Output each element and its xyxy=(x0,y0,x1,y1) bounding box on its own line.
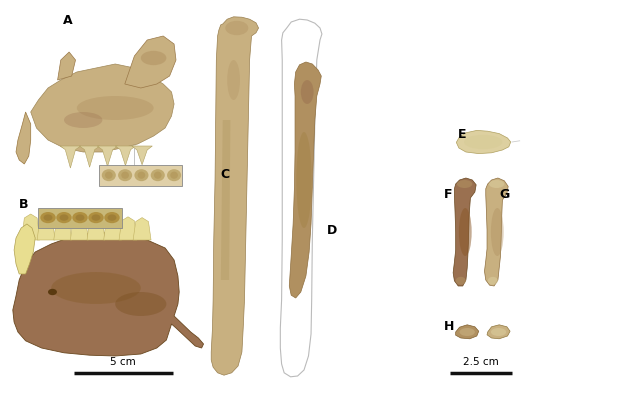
Polygon shape xyxy=(115,146,136,166)
Polygon shape xyxy=(70,216,88,240)
Polygon shape xyxy=(456,130,511,154)
Polygon shape xyxy=(31,64,174,152)
Text: B: B xyxy=(19,198,29,211)
Ellipse shape xyxy=(141,51,166,65)
Polygon shape xyxy=(221,120,230,280)
Ellipse shape xyxy=(77,96,154,120)
Polygon shape xyxy=(119,217,137,240)
Polygon shape xyxy=(13,232,204,356)
Ellipse shape xyxy=(40,212,56,223)
Polygon shape xyxy=(289,62,321,298)
Text: E: E xyxy=(458,128,466,141)
Ellipse shape xyxy=(460,328,475,336)
Polygon shape xyxy=(16,112,31,164)
Text: 2.5 cm: 2.5 cm xyxy=(463,357,499,367)
Ellipse shape xyxy=(72,212,88,223)
Text: 5 cm: 5 cm xyxy=(110,357,136,367)
Polygon shape xyxy=(60,146,81,168)
Polygon shape xyxy=(87,215,105,240)
Polygon shape xyxy=(97,146,118,166)
Polygon shape xyxy=(14,224,35,274)
Polygon shape xyxy=(37,216,55,240)
Ellipse shape xyxy=(170,172,178,179)
Polygon shape xyxy=(484,178,508,286)
Ellipse shape xyxy=(167,169,181,181)
Polygon shape xyxy=(104,216,122,240)
FancyBboxPatch shape xyxy=(99,165,182,186)
Polygon shape xyxy=(132,146,152,165)
FancyBboxPatch shape xyxy=(38,208,122,228)
Text: C: C xyxy=(221,168,230,181)
Ellipse shape xyxy=(105,172,113,179)
Ellipse shape xyxy=(488,277,498,285)
Ellipse shape xyxy=(296,132,312,228)
Text: G: G xyxy=(499,188,509,201)
Ellipse shape xyxy=(56,212,72,223)
Ellipse shape xyxy=(51,272,141,304)
Ellipse shape xyxy=(134,169,148,181)
Polygon shape xyxy=(133,218,151,240)
Ellipse shape xyxy=(225,21,248,35)
Text: F: F xyxy=(444,188,452,201)
Polygon shape xyxy=(54,217,72,240)
Polygon shape xyxy=(79,146,100,167)
Ellipse shape xyxy=(118,169,132,181)
Ellipse shape xyxy=(459,208,472,256)
Text: D: D xyxy=(326,224,337,237)
Ellipse shape xyxy=(92,214,100,221)
Ellipse shape xyxy=(60,214,68,221)
Ellipse shape xyxy=(491,328,506,336)
Polygon shape xyxy=(22,214,40,240)
Polygon shape xyxy=(453,178,476,286)
Ellipse shape xyxy=(108,214,116,221)
Ellipse shape xyxy=(154,172,162,179)
Ellipse shape xyxy=(491,208,504,256)
Polygon shape xyxy=(58,52,76,80)
Text: H: H xyxy=(444,320,454,333)
Ellipse shape xyxy=(64,112,102,128)
Ellipse shape xyxy=(76,214,84,221)
Ellipse shape xyxy=(301,80,314,104)
Ellipse shape xyxy=(48,289,57,295)
Polygon shape xyxy=(487,325,510,339)
Ellipse shape xyxy=(489,180,504,188)
Ellipse shape xyxy=(88,212,104,223)
Ellipse shape xyxy=(227,60,240,100)
Ellipse shape xyxy=(102,169,116,181)
Ellipse shape xyxy=(44,214,52,221)
Ellipse shape xyxy=(464,135,502,149)
Ellipse shape xyxy=(122,172,129,179)
Ellipse shape xyxy=(456,277,466,285)
Polygon shape xyxy=(456,325,479,339)
Text: A: A xyxy=(63,14,72,27)
Polygon shape xyxy=(211,17,259,375)
Ellipse shape xyxy=(457,180,472,188)
Ellipse shape xyxy=(138,172,145,179)
Ellipse shape xyxy=(115,292,166,316)
Polygon shape xyxy=(125,36,176,88)
Ellipse shape xyxy=(104,212,120,223)
Ellipse shape xyxy=(151,169,165,181)
